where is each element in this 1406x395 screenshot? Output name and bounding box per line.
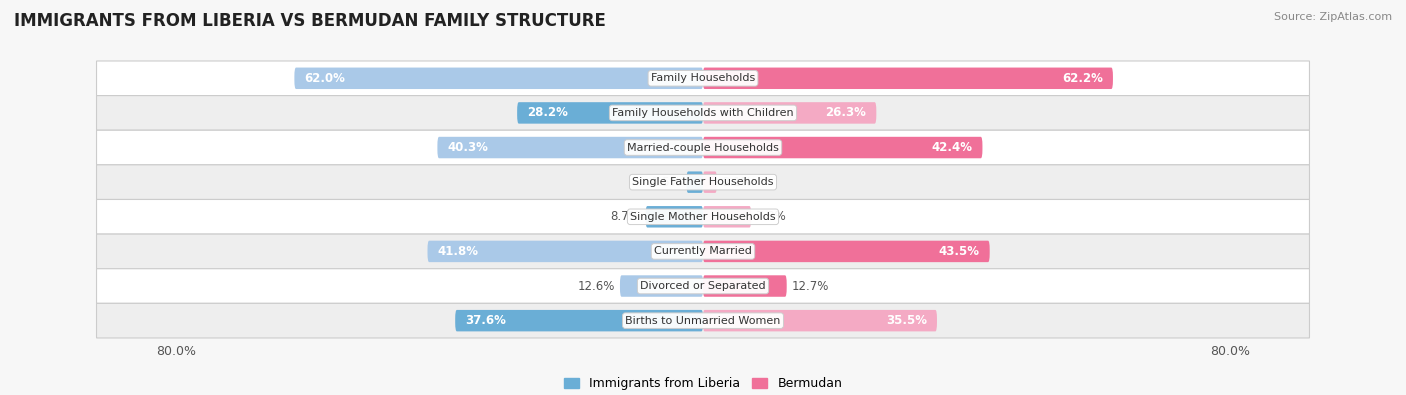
Text: Divorced or Separated: Divorced or Separated bbox=[640, 281, 766, 291]
Text: 62.0%: 62.0% bbox=[304, 72, 344, 85]
FancyBboxPatch shape bbox=[703, 137, 983, 158]
Text: 28.2%: 28.2% bbox=[527, 106, 568, 119]
Text: 41.8%: 41.8% bbox=[437, 245, 478, 258]
FancyBboxPatch shape bbox=[620, 275, 703, 297]
FancyBboxPatch shape bbox=[703, 275, 787, 297]
FancyBboxPatch shape bbox=[427, 241, 703, 262]
FancyBboxPatch shape bbox=[703, 68, 1114, 89]
Text: 37.6%: 37.6% bbox=[465, 314, 506, 327]
FancyBboxPatch shape bbox=[686, 171, 703, 193]
FancyBboxPatch shape bbox=[97, 165, 1309, 199]
FancyBboxPatch shape bbox=[97, 61, 1309, 96]
Legend: Immigrants from Liberia, Bermudan: Immigrants from Liberia, Bermudan bbox=[558, 372, 848, 395]
Text: Single Mother Households: Single Mother Households bbox=[630, 212, 776, 222]
FancyBboxPatch shape bbox=[645, 206, 703, 228]
FancyBboxPatch shape bbox=[437, 137, 703, 158]
FancyBboxPatch shape bbox=[97, 269, 1309, 303]
FancyBboxPatch shape bbox=[97, 234, 1309, 269]
FancyBboxPatch shape bbox=[97, 303, 1309, 338]
FancyBboxPatch shape bbox=[97, 199, 1309, 234]
Text: 7.3%: 7.3% bbox=[756, 210, 786, 223]
Text: 2.1%: 2.1% bbox=[723, 176, 752, 189]
FancyBboxPatch shape bbox=[456, 310, 703, 331]
FancyBboxPatch shape bbox=[703, 171, 717, 193]
FancyBboxPatch shape bbox=[703, 102, 876, 124]
Text: 12.7%: 12.7% bbox=[792, 280, 830, 293]
Text: 8.7%: 8.7% bbox=[610, 210, 640, 223]
Text: 2.5%: 2.5% bbox=[651, 176, 682, 189]
Text: Source: ZipAtlas.com: Source: ZipAtlas.com bbox=[1274, 12, 1392, 22]
Text: Married-couple Households: Married-couple Households bbox=[627, 143, 779, 152]
Text: 35.5%: 35.5% bbox=[886, 314, 927, 327]
Text: 43.5%: 43.5% bbox=[939, 245, 980, 258]
Text: Family Households: Family Households bbox=[651, 73, 755, 83]
Text: 12.6%: 12.6% bbox=[578, 280, 614, 293]
Text: Currently Married: Currently Married bbox=[654, 246, 752, 256]
FancyBboxPatch shape bbox=[97, 96, 1309, 130]
FancyBboxPatch shape bbox=[517, 102, 703, 124]
Text: 40.3%: 40.3% bbox=[447, 141, 488, 154]
Text: 26.3%: 26.3% bbox=[825, 106, 866, 119]
FancyBboxPatch shape bbox=[97, 130, 1309, 165]
Text: IMMIGRANTS FROM LIBERIA VS BERMUDAN FAMILY STRUCTURE: IMMIGRANTS FROM LIBERIA VS BERMUDAN FAMI… bbox=[14, 12, 606, 30]
Text: Single Father Households: Single Father Households bbox=[633, 177, 773, 187]
Text: 42.4%: 42.4% bbox=[932, 141, 973, 154]
Text: 62.2%: 62.2% bbox=[1062, 72, 1104, 85]
FancyBboxPatch shape bbox=[703, 241, 990, 262]
FancyBboxPatch shape bbox=[703, 310, 936, 331]
FancyBboxPatch shape bbox=[294, 68, 703, 89]
FancyBboxPatch shape bbox=[703, 206, 751, 228]
Text: Births to Unmarried Women: Births to Unmarried Women bbox=[626, 316, 780, 325]
Text: Family Households with Children: Family Households with Children bbox=[612, 108, 794, 118]
